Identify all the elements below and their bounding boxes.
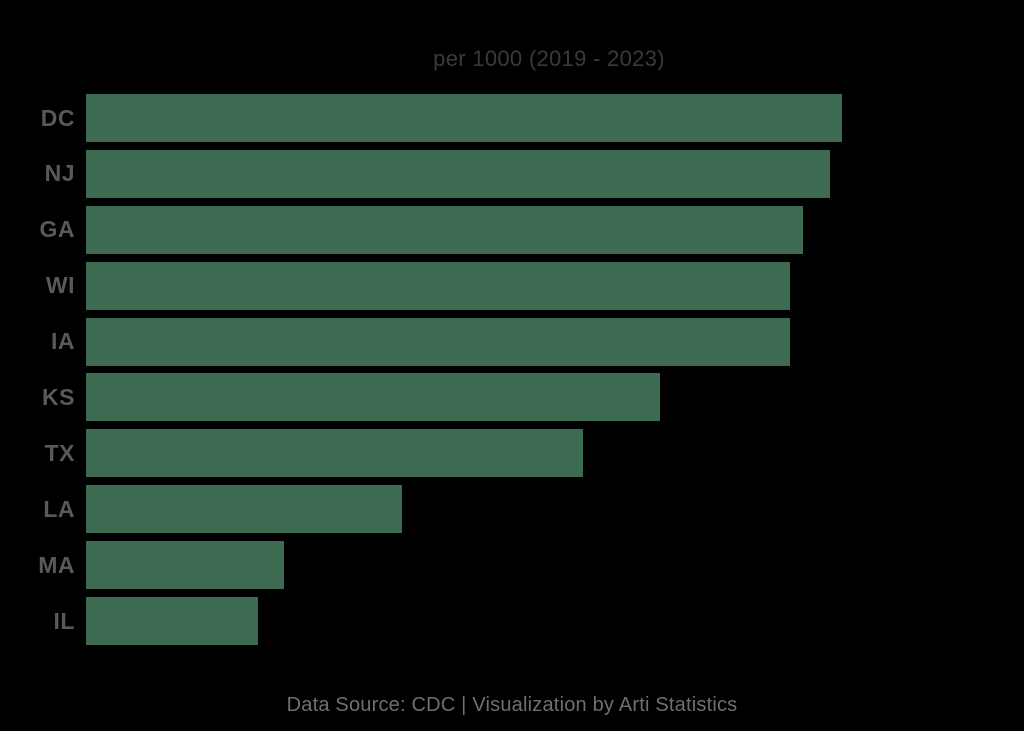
y-axis-label-nj: NJ (44, 160, 75, 187)
bar-la (86, 485, 402, 534)
y-axis-label-wi: WI (45, 272, 75, 299)
bar-dc (86, 94, 842, 142)
bar-row-ma: MA (0, 541, 1024, 590)
bar-row-wi: WI (0, 261, 1024, 310)
chart-title: per 1000 (2019 - 2023) (433, 46, 665, 71)
bar-ga (86, 205, 803, 254)
bar-row-tx: TX (0, 429, 1024, 478)
bar-row-ks: KS (0, 373, 1024, 422)
bar-ia (86, 317, 790, 366)
y-axis-label-ia: IA (51, 328, 75, 355)
bar-row-il: IL (0, 597, 1024, 646)
bar-nj (86, 149, 830, 198)
y-axis-label-ks: KS (42, 383, 75, 410)
bar-wi (86, 261, 790, 310)
y-axis-label-tx: TX (44, 439, 75, 466)
bar-ks (86, 373, 660, 422)
y-axis-label-il: IL (53, 607, 75, 634)
bar-row-ga: GA (0, 205, 1024, 254)
y-axis-label-ma: MA (38, 551, 75, 578)
bar-row-dc: DC (0, 94, 1024, 142)
bar-row-ia: IA (0, 317, 1024, 366)
bar-row-la: LA (0, 485, 1024, 534)
chart-footer-credit: Data Source: CDC | Visualization by Arti… (286, 694, 738, 716)
bar-tx (86, 429, 583, 478)
y-axis-label-ga: GA (39, 216, 75, 243)
bar-row-nj: NJ (0, 149, 1024, 198)
bar-rows: DC NJ GA WI IA KS TX LA MA IL (0, 94, 1024, 646)
y-axis-label-dc: DC (40, 104, 75, 131)
bar-ma (86, 541, 284, 590)
y-axis-label-la: LA (43, 495, 75, 522)
bar-il (86, 597, 258, 646)
